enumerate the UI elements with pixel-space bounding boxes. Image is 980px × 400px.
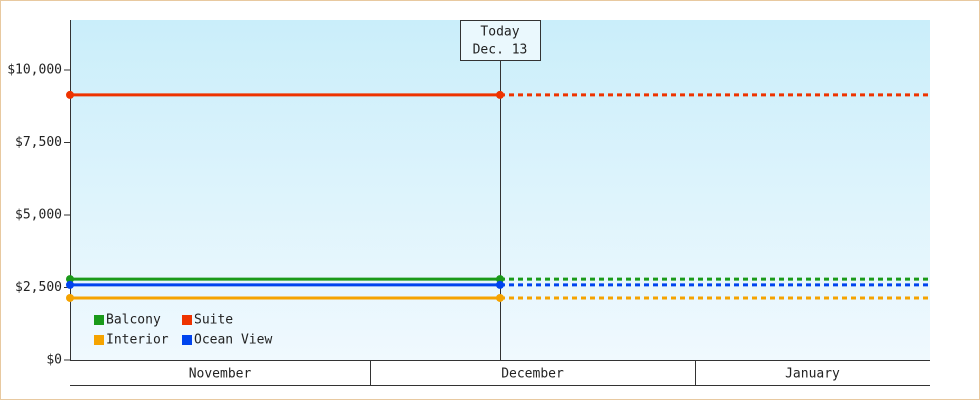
- y-tick-label: $2,500: [15, 280, 62, 295]
- y-tick-label: $10,000: [7, 62, 62, 77]
- legend-swatch: [94, 315, 104, 325]
- y-tick-label: $5,000: [15, 207, 62, 222]
- y-tick-label: $0: [46, 353, 62, 368]
- point: [496, 280, 504, 289]
- point: [66, 90, 74, 99]
- legend-label: Suite: [194, 313, 233, 328]
- x-tick-label: December: [501, 367, 564, 382]
- point: [66, 280, 74, 289]
- legend-label: Interior: [106, 333, 169, 348]
- point: [66, 293, 74, 302]
- legend-label: Balcony: [106, 313, 161, 328]
- legend-swatch: [182, 335, 192, 345]
- today-label: Dec. 13: [473, 43, 528, 58]
- x-tick-label: January: [785, 367, 840, 382]
- point: [496, 293, 504, 302]
- legend-swatch: [182, 315, 192, 325]
- point: [496, 275, 504, 284]
- legend-swatch: [94, 335, 104, 345]
- legend-label: Ocean View: [194, 333, 272, 348]
- x-tick-label: November: [189, 367, 252, 382]
- point: [496, 90, 504, 99]
- y-tick-label: $7,500: [15, 135, 62, 150]
- today-box: [460, 20, 541, 61]
- point: [66, 275, 74, 284]
- today-title: Today: [480, 25, 519, 40]
